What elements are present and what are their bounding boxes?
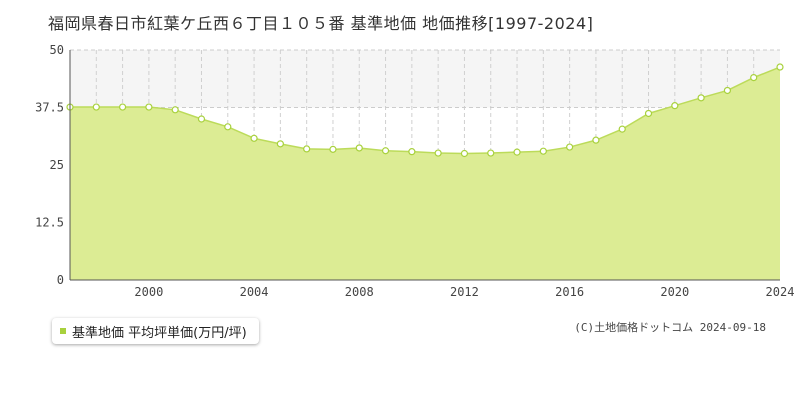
data-point [592,136,600,144]
legend[interactable]: 基準地価 平均坪単価(万円/坪) [52,318,259,344]
axes-layer [69,50,780,281]
data-point [750,73,758,82]
x-tick-label: 2012 [450,285,479,299]
data-point [539,147,547,155]
y-tick-label: 50 [50,43,64,57]
x-tick-label: 2008 [345,285,374,299]
x-tick-label: 2000 [134,285,163,299]
y-tick-label: 25 [50,158,64,172]
data-point [566,143,574,151]
x-tick-label: 2024 [766,285,795,299]
data-point [434,149,442,157]
data-point [381,147,390,155]
grid-band [70,50,780,108]
chart-title: 福岡県春日市紅葉ケ丘西６丁目１０５番 基準地価 地価推移[1997-2024] [48,14,594,33]
data-point [460,149,469,158]
data-point [513,148,521,156]
series-area-layer [70,66,781,281]
data-point [92,103,100,111]
data-point [329,145,337,153]
x-tick-label: 2020 [660,285,689,299]
data-point [355,144,363,152]
series-area [70,67,780,281]
data-point [723,86,732,95]
data-point [697,94,705,102]
data-point [618,125,626,133]
data-point [487,149,495,157]
y-tick-label: 12.5 [35,216,64,230]
y-tick-label: 37.5 [35,101,64,115]
data-point [118,103,127,111]
data-point [197,115,206,123]
data-point [276,140,284,148]
data-point [250,134,258,142]
data-point [644,109,653,118]
tick-label-layer: 0 12.5 25 37.5 50 2000 2004 2008 2012 2016 2020 202… [35,43,794,299]
data-point [224,123,232,131]
legend-swatch-icon [60,328,66,334]
data-point [145,103,153,111]
data-point [171,106,179,114]
y-tick-label: 0 [57,273,64,287]
data-point [671,102,679,110]
x-tick-label: 2004 [240,285,269,299]
x-tick-label: 2016 [555,285,584,299]
data-point [303,145,311,153]
series-line [70,66,781,155]
credit-text: (C)土地価格ドットコム 2024-09-18 [574,321,766,334]
data-point [408,148,416,156]
legend-label: 基準地価 平均坪単価(万円/坪) [72,325,247,341]
marker-layer [66,63,784,158]
data-point [776,63,784,71]
